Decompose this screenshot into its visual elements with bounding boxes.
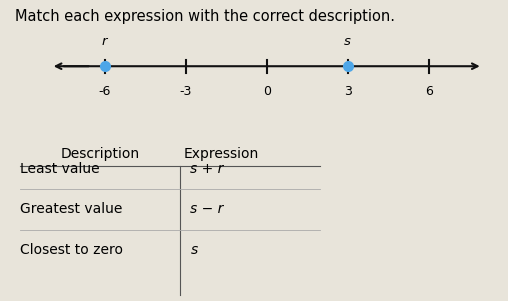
Text: -3: -3 [179, 85, 192, 98]
Text: Expression: Expression [183, 147, 259, 162]
Text: Description: Description [61, 147, 140, 162]
Text: Match each expression with the correct description.: Match each expression with the correct d… [15, 9, 395, 24]
Text: 6: 6 [425, 85, 433, 98]
Text: s − r: s − r [190, 202, 224, 216]
Text: -6: -6 [99, 85, 111, 98]
Text: s + r: s + r [190, 162, 224, 175]
Text: r: r [102, 35, 108, 48]
Text: Greatest value: Greatest value [20, 202, 123, 216]
Text: Closest to zero: Closest to zero [20, 243, 123, 257]
Text: s: s [344, 35, 351, 48]
Text: 3: 3 [344, 85, 352, 98]
Text: Least value: Least value [20, 162, 100, 175]
Text: 0: 0 [263, 85, 271, 98]
Text: s: s [190, 243, 198, 257]
